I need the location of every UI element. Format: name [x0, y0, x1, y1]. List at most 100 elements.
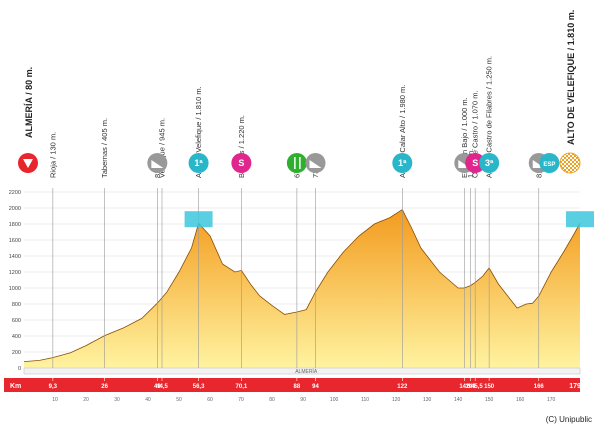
y-tick-label: 1400 [9, 254, 21, 260]
km-unit-label: Km [10, 383, 21, 390]
km-mark-label: 44,5 [156, 384, 168, 390]
km-mark-label: 150 [484, 384, 495, 390]
km-mark-label: 56,3 [193, 384, 205, 390]
km-mark-label: 166 [534, 384, 545, 390]
icon-disc [465, 153, 486, 173]
km-mark-label: 26 [101, 384, 108, 390]
finish-flag-icon [559, 152, 581, 174]
km-bar-left [4, 378, 24, 392]
sprint-icon: S [465, 153, 486, 173]
icon-disc [231, 153, 252, 173]
icon-disc [392, 153, 413, 173]
waypoint-label: Bacares / 1.220 m. [237, 115, 246, 178]
x-tick-label: 50 [176, 397, 182, 403]
waypoint-label: Rioja / 130 m. [48, 132, 57, 178]
km-bar-red [24, 378, 580, 392]
y-tick-label: 1800 [9, 222, 21, 228]
km-mark-label: 94 [312, 384, 319, 390]
y-tick-label: 2200 [9, 190, 21, 196]
icon-text: S [472, 158, 478, 168]
y-tick-label: 0 [18, 366, 21, 372]
credit-text: (C) Unipublic [545, 415, 592, 424]
waypoint-labels: Rioja / 130 m.Tabernas / 405 m.810 m.Vel… [24, 10, 576, 178]
y-tick-label: 1200 [9, 270, 21, 276]
waypoint-label: Alto de Castro de Filabres / 1.250 m. [485, 56, 494, 178]
icon-disc [539, 153, 560, 173]
start-label: ALMERÍA / 80 m. [24, 67, 34, 138]
y-tick-label: 800 [12, 302, 21, 308]
icon-text: 1ª [398, 158, 407, 168]
icon-disc [305, 153, 326, 173]
x-tick-label: 170 [547, 397, 556, 403]
icon-row: 1ª S 1ª S 3ª ESP [18, 152, 581, 174]
descent-icon [305, 153, 326, 173]
km-mark-label: 88 [294, 384, 301, 390]
x-tick-label: 100 [330, 397, 339, 403]
icon-text: S [238, 158, 244, 168]
start-flag-icon [18, 153, 38, 173]
x-tick-label: 150 [485, 397, 494, 403]
elevation-fill [24, 209, 580, 368]
town-strip [23, 367, 581, 375]
feed-zone-icon [286, 153, 307, 173]
x-tick-label: 110 [361, 397, 369, 403]
x-tick-label: 80 [269, 397, 275, 403]
x-tick-label: 70 [238, 397, 244, 403]
waypoint-label: Olula de Castro / 1.070 m. [471, 90, 480, 178]
climb-cat1-icon: 1ª [392, 153, 413, 173]
waypoint-label: Alto de Velefique / 1.810 m. [194, 86, 203, 178]
icon-text: 3ª [485, 158, 494, 168]
waypoint-label: El Tallon Bajo / 1.000 m. [460, 97, 469, 178]
km-mark-label: 144 [466, 384, 477, 390]
y-tick-label: 400 [12, 334, 21, 340]
icon-text: 1ª [194, 158, 203, 168]
icon-disc [286, 153, 307, 173]
summit-box [566, 211, 594, 228]
elevation-line [23, 209, 581, 362]
finish-flag-shape [559, 152, 581, 174]
waypoint-label: Velefique / 945 m. [157, 118, 166, 178]
waypoint-lines [52, 188, 540, 368]
x-tick-label: 140 [454, 397, 463, 403]
climb-cat1-icon: 1ª [188, 153, 209, 173]
y-tick-label: 600 [12, 318, 21, 324]
x-tick-label: 120 [392, 397, 401, 403]
icon-disc [479, 153, 500, 173]
y-tick-label: 2000 [9, 206, 21, 212]
x-tick-label: 130 [423, 397, 432, 403]
icon-disc [147, 153, 168, 173]
km-mark-label: 122 [397, 384, 408, 390]
km-mark-label: 43 [154, 384, 161, 390]
x-tick-label: 160 [516, 397, 525, 403]
icon-text: ESP [543, 162, 555, 168]
x-tick-label: 20 [83, 397, 89, 403]
km-mark-label: 142 [459, 384, 470, 390]
waypoint-label: Alto de Calar Alto / 1.980 m. [398, 85, 407, 178]
icon-disc [188, 153, 209, 173]
y-tick-label: 200 [12, 350, 21, 356]
y-tick-label: 1600 [9, 238, 21, 244]
y-tick-label: 1000 [9, 286, 21, 292]
descent-slope [309, 160, 322, 168]
km-mark-label: 145,5 [468, 384, 484, 390]
waypoint-label: Tabernas / 405 m. [100, 118, 109, 178]
km-total-label: 179,3 [569, 383, 587, 390]
town-strip-label: ALMERÍA [295, 368, 318, 375]
summit-box [184, 211, 213, 228]
km-mark-label: 70,1 [236, 384, 248, 390]
y-axis: 0 200 400 600 800 1000 1200 1400 1600 1800 2000 220… [9, 190, 21, 372]
x-tick-label: 90 [300, 397, 306, 403]
climb-cat3-icon: 3ª [479, 153, 500, 173]
descent-slope [151, 160, 164, 168]
x-tick-label: 40 [145, 397, 151, 403]
elevation-area [23, 209, 581, 368]
special-climb-icon: ESP [539, 153, 560, 173]
x-tick-label: 30 [114, 397, 120, 403]
sprint-icon: S [231, 153, 252, 173]
descent-icon [147, 153, 168, 173]
x-tick-label: 60 [207, 397, 213, 403]
summit-markers [184, 211, 594, 228]
x-tick-label: 10 [52, 397, 58, 403]
